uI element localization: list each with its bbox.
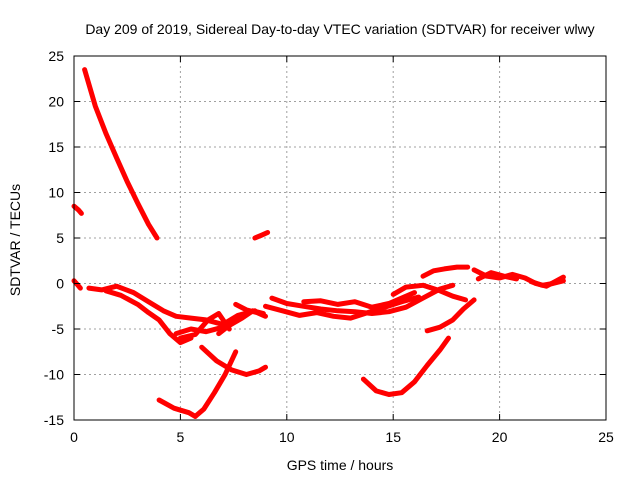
- data-track-track-16: [301, 290, 417, 310]
- y-tick-label: 10: [48, 185, 64, 201]
- data-track-track-15: [263, 294, 422, 321]
- y-tick-label: -10: [44, 367, 64, 383]
- x-axis-label: GPS time / hours: [287, 457, 394, 473]
- y-tick-label: 25: [48, 48, 64, 64]
- y-tick-label: 15: [48, 139, 64, 155]
- data-series: [71, 67, 566, 419]
- chart-title: Day 209 of 2019, Sidereal Day-to-day VTE…: [85, 21, 594, 37]
- y-tick-label: -15: [44, 412, 64, 428]
- axis-ticks: 0 5 10 15 20 25 -15 -10 -5 0 5 10 15 20 25: [44, 48, 614, 445]
- data-track-track-19: [424, 297, 477, 334]
- x-tick-label: 10: [279, 429, 295, 445]
- y-tick-label: 5: [56, 230, 64, 246]
- data-track-track-23: [529, 278, 566, 288]
- data-track-track-4: [71, 278, 83, 291]
- x-tick-label: 0: [70, 429, 78, 445]
- data-track-track-8: [177, 311, 232, 341]
- data-track-track-3: [252, 230, 271, 241]
- data-track-track-20: [360, 335, 451, 397]
- data-track-track-12: [156, 397, 198, 419]
- data-track-track-17: [390, 282, 469, 303]
- data-track-track-2: [71, 203, 84, 216]
- x-tick-label: 5: [177, 429, 185, 445]
- y-axis-label: SDTVAR / TECUs: [7, 184, 23, 296]
- data-track-track-13: [192, 349, 239, 419]
- y-tick-label: 0: [56, 276, 64, 292]
- x-tick-label: 25: [598, 429, 614, 445]
- data-track-track-18: [420, 264, 471, 279]
- data-track-track-22: [475, 270, 520, 282]
- y-tick-label: 20: [48, 94, 64, 110]
- x-tick-label: 20: [492, 429, 508, 445]
- y-tick-label: -5: [52, 321, 65, 337]
- data-track-track-10: [233, 301, 268, 319]
- grid-lines: [74, 56, 606, 420]
- data-track-track-6: [103, 288, 194, 346]
- x-tick-label: 15: [385, 429, 401, 445]
- data-track-track-11: [199, 344, 268, 377]
- data-track-track-1: [82, 67, 160, 241]
